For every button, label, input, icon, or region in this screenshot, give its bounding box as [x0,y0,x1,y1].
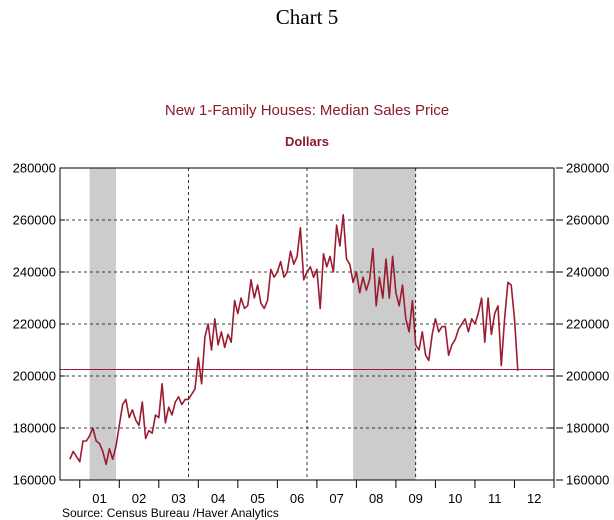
y-tick-label-left: 220000 [13,317,56,332]
y-tick-label-left: 240000 [13,265,56,280]
y-tick-label-left: 260000 [13,213,56,228]
x-tick-label: 03 [171,491,185,506]
y-tick-label-right: 240000 [566,265,609,280]
y-tick-label-left: 160000 [13,473,56,488]
page-title: Chart 5 [276,5,338,29]
y-tick-label-right: 200000 [566,369,609,384]
chart-subtitle: Dollars [285,134,329,149]
x-tick-label: 01 [92,491,106,506]
y-tick-label-right: 180000 [566,421,609,436]
x-tick-label: 11 [488,491,502,506]
y-tick-label-left: 180000 [13,421,56,436]
y-tick-label-right: 260000 [566,213,609,228]
x-tick-label: 10 [448,491,462,506]
x-axis: 01 02 03 04 05 06 07 08 09 10 11 12 [79,480,555,506]
x-tick-label: 05 [250,491,264,506]
series-line-group [69,214,519,466]
x-tick-label: 08 [369,491,383,506]
y-tick-label-right: 280000 [566,161,609,176]
y-axis: 160000 160000 180000 180000 200000 200000 2200… [13,161,610,488]
x-tick-label: 04 [211,491,225,506]
x-tick-label: 09 [408,491,422,506]
source-note: Source: Census Bureau /Haver Analytics [62,506,279,520]
gridlines [60,168,554,480]
x-tick-label: 12 [527,491,541,506]
y-tick-label-left: 200000 [13,369,56,384]
x-tick-label: 02 [132,491,146,506]
y-tick-label-left: 280000 [13,161,56,176]
chart-title: New 1-Family Houses: Median Sales Price [165,102,449,119]
y-tick-label-right: 220000 [566,317,609,332]
series-line [69,214,519,466]
x-tick-label: 07 [329,491,343,506]
x-tick-label: 06 [290,491,304,506]
y-tick-label-right: 160000 [566,473,609,488]
